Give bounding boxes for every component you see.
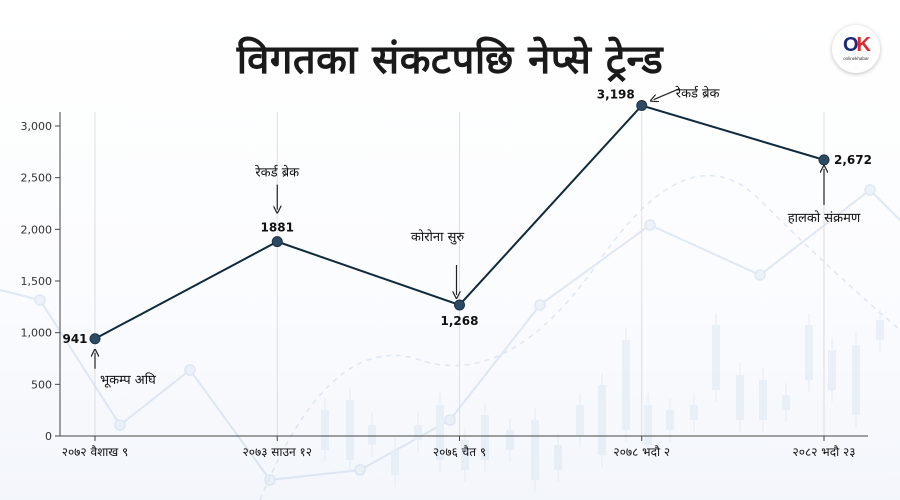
decor-candle [461, 440, 469, 470]
decor-candle [576, 405, 584, 435]
decor-candle [690, 405, 698, 420]
decor-trend-line [0, 188, 900, 482]
y-tick-label: 1,500 [21, 275, 53, 288]
y-tick-label: 2,500 [21, 172, 53, 185]
decor-dot [34, 294, 46, 306]
x-tick-label: २०७३ साउन १२ [242, 445, 312, 459]
x-tick-label: २०७२ वैशाख ९ [62, 445, 129, 459]
data-point [89, 333, 101, 345]
decor-candle [852, 345, 860, 415]
data-label: 941 [62, 332, 87, 346]
decor-candle [666, 410, 674, 430]
logo-subtitle: onlinekhabar [843, 56, 869, 61]
decor-candle [805, 325, 813, 380]
decor-candle [828, 350, 836, 390]
decor-candle [391, 450, 399, 475]
decor-curve [259, 174, 900, 500]
data-point [818, 154, 830, 166]
decor-dot [534, 299, 546, 311]
decor-candle [481, 415, 489, 460]
decor-candle [554, 445, 562, 470]
decor-candle [531, 420, 539, 480]
annotation-label: भूकम्प अघि [100, 372, 156, 388]
decor-dot [864, 184, 876, 196]
onlinekhabar-logo: OK onlinekhabar [832, 25, 880, 73]
decor-dot [444, 414, 456, 426]
y-tick-label: 500 [31, 378, 52, 391]
y-tick-label: 1,000 [21, 327, 53, 340]
decor-candle [368, 425, 376, 445]
annotation-arrow [654, 87, 680, 100]
y-tick-label: 2,000 [21, 223, 53, 236]
decor-candle [414, 425, 422, 440]
logo-mark: OK [842, 34, 871, 56]
data-point [454, 299, 465, 311]
data-point [636, 100, 648, 112]
decor-candle [598, 385, 606, 455]
data-label: 3,198 [597, 88, 635, 102]
decor-dot [754, 269, 766, 281]
decor-dot [184, 364, 196, 376]
data-point [271, 236, 283, 248]
decor-dot [644, 219, 656, 231]
decor-candle [506, 430, 514, 450]
data-label: 1881 [261, 221, 294, 235]
decor-dot [114, 419, 126, 431]
decor-candle [876, 320, 884, 340]
annotation-label: रेकर्ड ब्रेक [675, 86, 721, 102]
data-label: 2,672 [834, 153, 872, 167]
y-tick-label: 0 [45, 430, 52, 443]
decor-candle [346, 400, 354, 460]
x-tick-label: २०७८ भदौ २ [613, 445, 670, 459]
annotation-label: कोरोना सुरु [411, 229, 465, 245]
decor-candle [782, 395, 790, 410]
data-label: 1,268 [441, 314, 479, 328]
decor-candle [622, 340, 630, 430]
decor-candle [759, 380, 767, 420]
decor-candle [644, 405, 652, 445]
decor-candle [736, 375, 744, 420]
annotation-label: हालको संक्रमण [788, 210, 861, 226]
decor-candle [321, 410, 329, 450]
x-tick-label: २०८२ भदौ २३ [793, 445, 856, 459]
y-tick-label: 3,000 [21, 120, 53, 133]
annotation-label: रेकर्ड ब्रेक [255, 165, 301, 181]
decor-candle [712, 325, 720, 390]
page-title: विगतका संकटपछि नेप्से ट्रेन्ड [236, 37, 664, 83]
background-decoration [0, 174, 900, 500]
decor-dot [264, 474, 276, 486]
x-tick-label: २०७६ चैत ९ [433, 445, 486, 459]
decor-dot [354, 464, 366, 476]
decor-candle [436, 405, 444, 460]
